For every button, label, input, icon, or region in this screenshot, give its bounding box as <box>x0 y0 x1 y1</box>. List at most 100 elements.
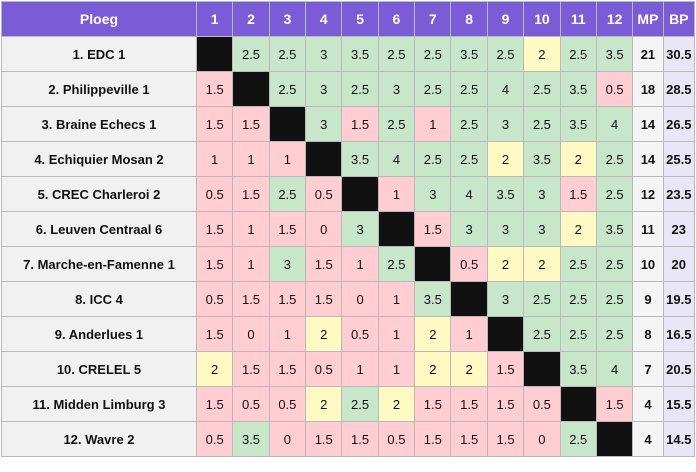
team-name[interactable]: 2. Philippeville 1 <box>1 71 197 107</box>
score-cell: 3.5 <box>595 211 634 247</box>
score-cell: 0.5 <box>305 351 343 387</box>
header-round-11[interactable]: 11 <box>559 1 597 37</box>
team-name[interactable]: 8. ICC 4 <box>1 281 197 317</box>
score-cell: 2 <box>486 246 525 282</box>
score-cell: 2.5 <box>377 106 416 142</box>
score-cell: 4 <box>595 106 634 142</box>
score-cell: 2 <box>195 351 234 387</box>
score-cell: 3 <box>523 211 561 247</box>
table-row: 5. CREC Charleroi 2 0.5 1.5 2.5 0.5 1 3 4 3.5 3 1.… <box>1 176 696 212</box>
diagonal-cell <box>559 386 597 422</box>
board-points: 26.5 <box>662 106 696 142</box>
score-cell: 1.5 <box>341 106 379 142</box>
header-round-4[interactable]: 4 <box>305 1 343 37</box>
team-name[interactable]: 11. Midden Limburg 3 <box>1 386 197 422</box>
team-name[interactable]: 7. Marche-en-Famenne 1 <box>1 246 197 282</box>
score-cell: 0 <box>341 281 379 317</box>
score-cell: 1.5 <box>486 351 525 387</box>
board-points: 28.5 <box>662 71 696 107</box>
score-cell: 3.5 <box>523 141 561 177</box>
score-cell: 2.5 <box>559 281 597 317</box>
score-cell: 1.5 <box>232 281 270 317</box>
score-cell: 1.5 <box>268 211 307 247</box>
score-cell: 2.5 <box>268 176 307 212</box>
table-row: 3. Braine Echecs 1 1.5 1.5 3 1.5 2.5 1 2.5 3 2.5 3… <box>1 106 696 142</box>
header-round-2[interactable]: 2 <box>232 1 270 37</box>
score-cell: 1.5 <box>305 421 343 457</box>
score-cell: 1 <box>450 316 488 352</box>
score-cell: 4 <box>450 176 488 212</box>
diagonal-cell <box>377 211 416 247</box>
score-cell: 1.5 <box>268 351 307 387</box>
score-cell: 3.5 <box>341 36 379 72</box>
table-row: 4. Echiquier Mosan 2 1 1 1 3.5 4 2.5 2.5 2 3.5 2 2.… <box>1 141 696 177</box>
team-name[interactable]: 12. Wavre 2 <box>1 421 197 457</box>
team-name[interactable]: 4. Echiquier Mosan 2 <box>1 141 197 177</box>
header-round-1[interactable]: 1 <box>195 1 234 37</box>
header-round-7[interactable]: 7 <box>414 1 452 37</box>
board-points: 30.5 <box>662 36 696 72</box>
team-name[interactable]: 6. Leuven Centraal 6 <box>1 211 197 247</box>
score-cell: 3 <box>486 281 525 317</box>
match-points: 4 <box>632 386 664 422</box>
score-cell: 0.5 <box>595 71 634 107</box>
score-cell: 0.5 <box>268 386 307 422</box>
score-cell: 1 <box>232 246 270 282</box>
header-round-8[interactable]: 8 <box>450 1 488 37</box>
score-cell: 2 <box>523 246 561 282</box>
match-points: 10 <box>632 246 664 282</box>
score-cell: 3 <box>486 211 525 247</box>
score-cell: 1 <box>232 211 270 247</box>
score-cell: 0.5 <box>232 386 270 422</box>
score-cell: 2.5 <box>595 281 634 317</box>
diagonal-cell <box>450 281 488 317</box>
score-cell: 2 <box>486 141 525 177</box>
score-cell: 2 <box>523 36 561 72</box>
score-cell: 1 <box>268 141 307 177</box>
header-round-9[interactable]: 9 <box>486 1 525 37</box>
match-points: 21 <box>632 36 664 72</box>
score-cell: 3 <box>414 176 452 212</box>
team-name[interactable]: 1. EDC 1 <box>1 36 197 72</box>
table-row: 9. Anderlues 1 1.5 0 1 2 0.5 1 2 1 2.5 2.5 2.5 8 16.5 <box>1 316 696 352</box>
table-row: 1. EDC 1 2.5 2.5 3 3.5 2.5 2.5 3.5 2.5 2 2.5 3.5 21 3… <box>1 36 696 72</box>
score-cell: 2.5 <box>523 281 561 317</box>
header-round-3[interactable]: 3 <box>268 1 307 37</box>
score-cell: 0.5 <box>377 421 416 457</box>
team-name[interactable]: 10. CRELEL 5 <box>1 351 197 387</box>
board-points: 15.5 <box>662 386 696 422</box>
score-cell: 3.5 <box>486 176 525 212</box>
score-cell: 1.5 <box>268 281 307 317</box>
score-cell: 3.5 <box>559 71 597 107</box>
score-cell: 2 <box>559 211 597 247</box>
score-cell: 0.5 <box>195 176 234 212</box>
board-points: 14.5 <box>662 421 696 457</box>
header-round-6[interactable]: 6 <box>377 1 416 37</box>
header-mp[interactable]: MP <box>632 1 664 37</box>
score-cell: 1 <box>414 106 452 142</box>
header-round-10[interactable]: 10 <box>523 1 561 37</box>
diagonal-cell <box>195 36 234 72</box>
score-cell: 2.5 <box>450 106 488 142</box>
score-cell: 0 <box>232 316 270 352</box>
team-name[interactable]: 9. Anderlues 1 <box>1 316 197 352</box>
header-bp[interactable]: BP <box>662 1 696 37</box>
header-round-5[interactable]: 5 <box>341 1 379 37</box>
score-cell: 2 <box>377 386 416 422</box>
board-points: 20.5 <box>662 351 696 387</box>
table-row: 11. Midden Limburg 3 1.5 0.5 0.5 2 2.5 2 1.5 1.5… <box>1 386 696 422</box>
match-points: 8 <box>632 316 664 352</box>
score-cell: 2.5 <box>559 246 597 282</box>
score-cell: 1.5 <box>195 71 234 107</box>
score-cell: 2 <box>414 351 452 387</box>
score-cell: 2.5 <box>341 71 379 107</box>
score-cell: 2 <box>305 316 343 352</box>
team-name[interactable]: 5. CREC Charleroi 2 <box>1 176 197 212</box>
header-team[interactable]: Ploeg <box>1 1 197 37</box>
score-cell: 1.5 <box>486 386 525 422</box>
score-cell: 0.5 <box>305 176 343 212</box>
diagonal-cell <box>523 351 561 387</box>
team-name[interactable]: 3. Braine Echecs 1 <box>1 106 197 142</box>
header-round-12[interactable]: 12 <box>595 1 634 37</box>
table-row: 8. ICC 4 0.5 1.5 1.5 1.5 0 1 3.5 3 2.5 2.5 2.5 9 19.5 <box>1 281 696 317</box>
